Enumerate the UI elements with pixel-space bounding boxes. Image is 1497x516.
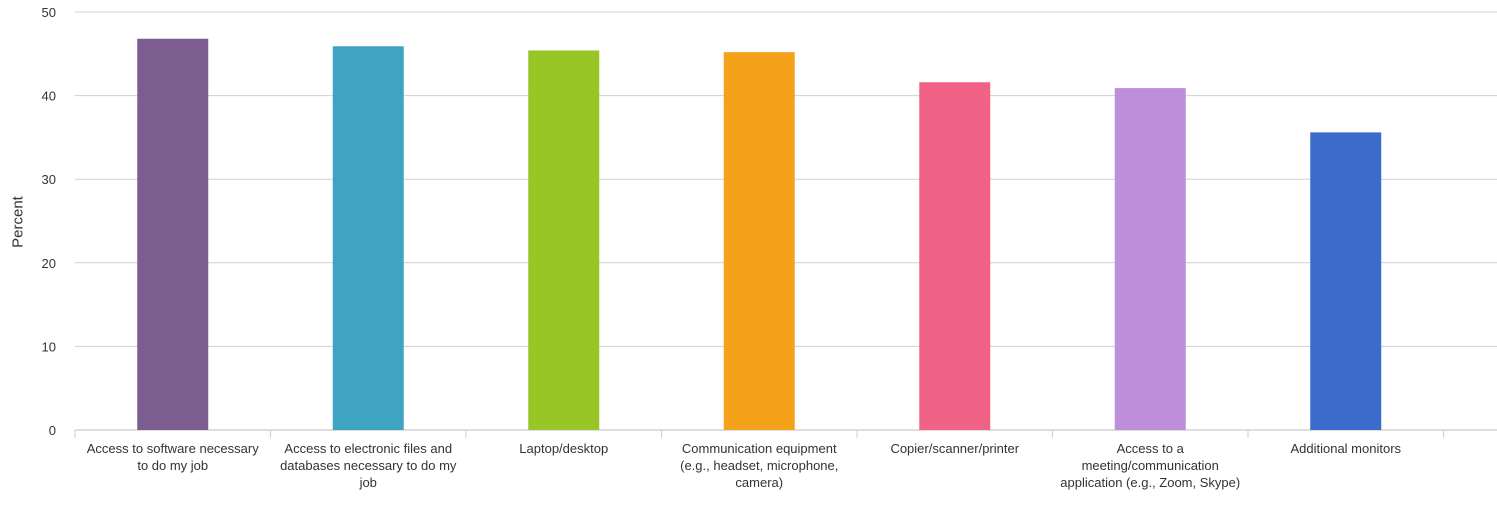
y-tick-label: 30	[42, 172, 56, 187]
bar	[137, 38, 209, 430]
x-tick-label: Access to electronic files and databases…	[280, 441, 457, 490]
y-axis-label: Percent	[9, 196, 27, 248]
x-tick-label: Copier/scanner/printer	[890, 441, 1020, 456]
y-tick-label: 10	[42, 339, 56, 354]
y-tick-label: 0	[49, 423, 56, 438]
x-tick-label: Access to software necessary to do my jo…	[86, 441, 259, 473]
x-tick-label: Communication equipment (e.g., headset, …	[680, 441, 839, 490]
x-tick-label: Access to a meeting/communication applic…	[1060, 441, 1241, 490]
bar	[1310, 132, 1382, 430]
bar	[1114, 88, 1186, 431]
y-axis: 0 10 20 30 40 50	[42, 5, 56, 438]
bars	[137, 38, 1382, 431]
bar	[723, 52, 795, 431]
x-tick-label: Laptop/desktop	[519, 441, 609, 456]
bar	[919, 82, 991, 430]
y-tick-label: 50	[42, 5, 56, 20]
y-tick-label: 20	[42, 256, 56, 271]
bar	[528, 50, 600, 431]
y-tick-label: 40	[42, 89, 56, 104]
bar	[332, 46, 404, 430]
x-tick-label: Ac… su…	[1451, 440, 1497, 457]
x-tick-label: Additional monitors	[1290, 441, 1402, 456]
